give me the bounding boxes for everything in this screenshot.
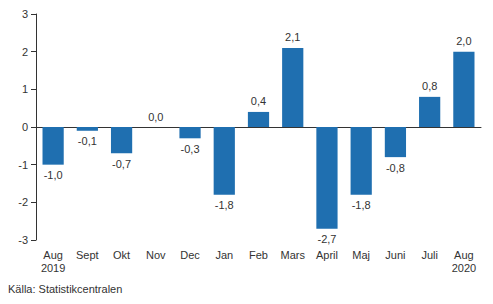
svg-text:-2,7: -2,7 [317,233,336,245]
svg-text:0,8: 0,8 [422,80,437,92]
svg-text:Mars: Mars [281,249,306,261]
svg-text:3: 3 [22,8,28,20]
svg-text:-0,1: -0,1 [78,135,97,147]
svg-text:Aug: Aug [454,249,474,261]
svg-text:-2: -2 [18,196,28,208]
svg-text:2020: 2020 [452,262,476,274]
svg-text:-1,8: -1,8 [215,199,234,211]
svg-text:-3: -3 [18,234,28,246]
svg-text:1: 1 [22,83,28,95]
svg-text:Feb: Feb [249,249,268,261]
svg-text:-0,8: -0,8 [386,162,405,174]
svg-text:Maj: Maj [352,249,370,261]
svg-text:-0,7: -0,7 [112,158,131,170]
svg-text:Juni: Juni [385,249,405,261]
svg-text:-0,3: -0,3 [181,143,200,155]
svg-text:-1: -1 [18,159,28,171]
svg-text:2,0: 2,0 [456,35,471,47]
svg-text:Juli: Juli [421,249,438,261]
svg-text:-1,0: -1,0 [44,169,63,181]
svg-text:Dec: Dec [180,249,200,261]
svg-text:Okt: Okt [113,249,130,261]
svg-text:Sept: Sept [76,249,99,261]
svg-text:2019: 2019 [41,262,65,274]
svg-text:Jan: Jan [215,249,233,261]
svg-text:0: 0 [22,121,28,133]
svg-text:-1,8: -1,8 [352,199,371,211]
svg-text:Nov: Nov [146,249,166,261]
svg-text:April: April [316,249,338,261]
svg-text:0,0: 0,0 [148,111,163,123]
svg-text:Aug: Aug [43,249,63,261]
svg-text:2: 2 [22,46,28,58]
svg-text:0,4: 0,4 [251,95,266,107]
svg-text:Källa: Statistikcentralen: Källa: Statistikcentralen [8,283,122,295]
svg-text:2,1: 2,1 [285,31,300,43]
